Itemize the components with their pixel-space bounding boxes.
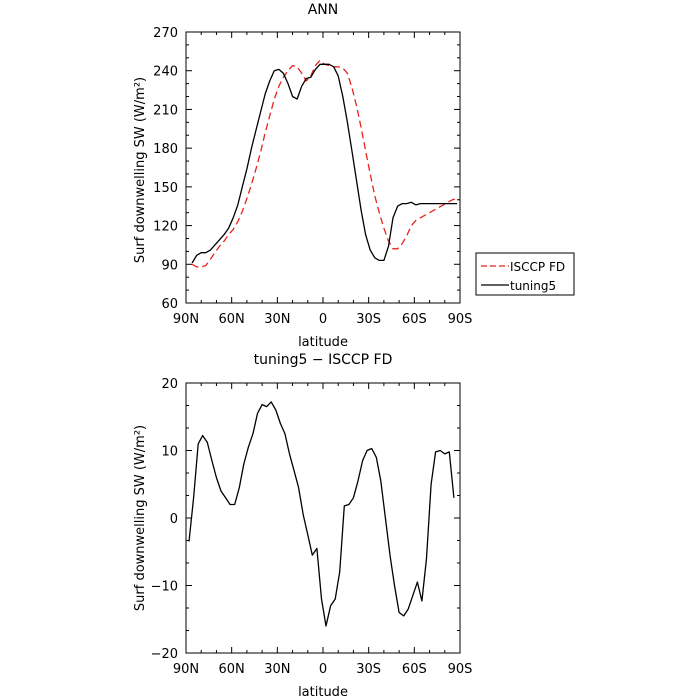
x-tick-label: 0	[319, 662, 327, 677]
x-tick-label: 90S	[448, 312, 473, 327]
x-tick-label: 90N	[173, 312, 199, 327]
x-tick-label: 90S	[448, 662, 473, 677]
x-tick-label: 30N	[264, 662, 290, 677]
plot-area: 90N 60N 30N 0 30S 60S 90S 60 90 120 150 180 210 240 27…	[153, 26, 472, 327]
legend: ISCCP FD tuning5	[475, 252, 575, 296]
panel-difference: tuning5 − ISCCP FD Surf downwelling SW (…	[133, 352, 472, 700]
panel-annual-sw: ANN Surf downwelling SW (W/m²) latitude …	[133, 2, 575, 350]
y-tick-label: 150	[153, 181, 178, 196]
x-tick-label: 0	[319, 312, 327, 327]
x-axis-label: latitude	[298, 335, 348, 350]
plot-frame	[185, 31, 461, 304]
legend-label-isccp: ISCCP FD	[510, 260, 565, 274]
plot-area: 90N 60N 30N 0 30S 60S 90S −20 −10 0 10 20	[151, 377, 473, 677]
x-tick-label: 60N	[219, 662, 245, 677]
series-line-difference	[188, 401, 455, 627]
x-tick-label: 30S	[356, 312, 381, 327]
y-tick-label: −20	[151, 647, 178, 662]
y-axis-label: Surf downwelling SW (W/m²)	[133, 425, 148, 611]
legend-box	[475, 252, 575, 296]
x-tick-label: 30N	[264, 312, 290, 327]
x-tick-label: 60S	[402, 312, 427, 327]
legend-label-tuning5: tuning5	[510, 279, 556, 293]
x-tick-label: 30S	[356, 662, 381, 677]
y-tick-label: 10	[161, 445, 178, 460]
x-tick-label: 60S	[402, 662, 427, 677]
y-tick-label: 240	[153, 65, 178, 80]
y-tick-label: 180	[153, 142, 178, 157]
y-tick-label: 90	[161, 258, 178, 273]
y-tick-label: 0	[170, 512, 178, 527]
y-tick-label: 120	[153, 220, 178, 235]
y-tick-label: 210	[153, 103, 178, 118]
y-tick-label: 270	[153, 26, 178, 41]
chart-title: ANN	[308, 2, 339, 18]
chart-title: tuning5 − ISCCP FD	[254, 352, 393, 368]
y-tick-label: 60	[161, 297, 178, 312]
x-tick-label: 90N	[173, 662, 199, 677]
y-tick-label: 20	[161, 377, 178, 392]
plot-frame	[185, 382, 461, 654]
x-axis-label: latitude	[298, 685, 348, 700]
y-tick-label: −10	[151, 580, 178, 595]
series-line-tuning5	[191, 63, 457, 264]
y-axis-label: Surf downwelling SW (W/m²)	[133, 77, 148, 263]
series-line-isccp-fd	[191, 59, 458, 268]
x-tick-label: 60N	[219, 312, 245, 327]
